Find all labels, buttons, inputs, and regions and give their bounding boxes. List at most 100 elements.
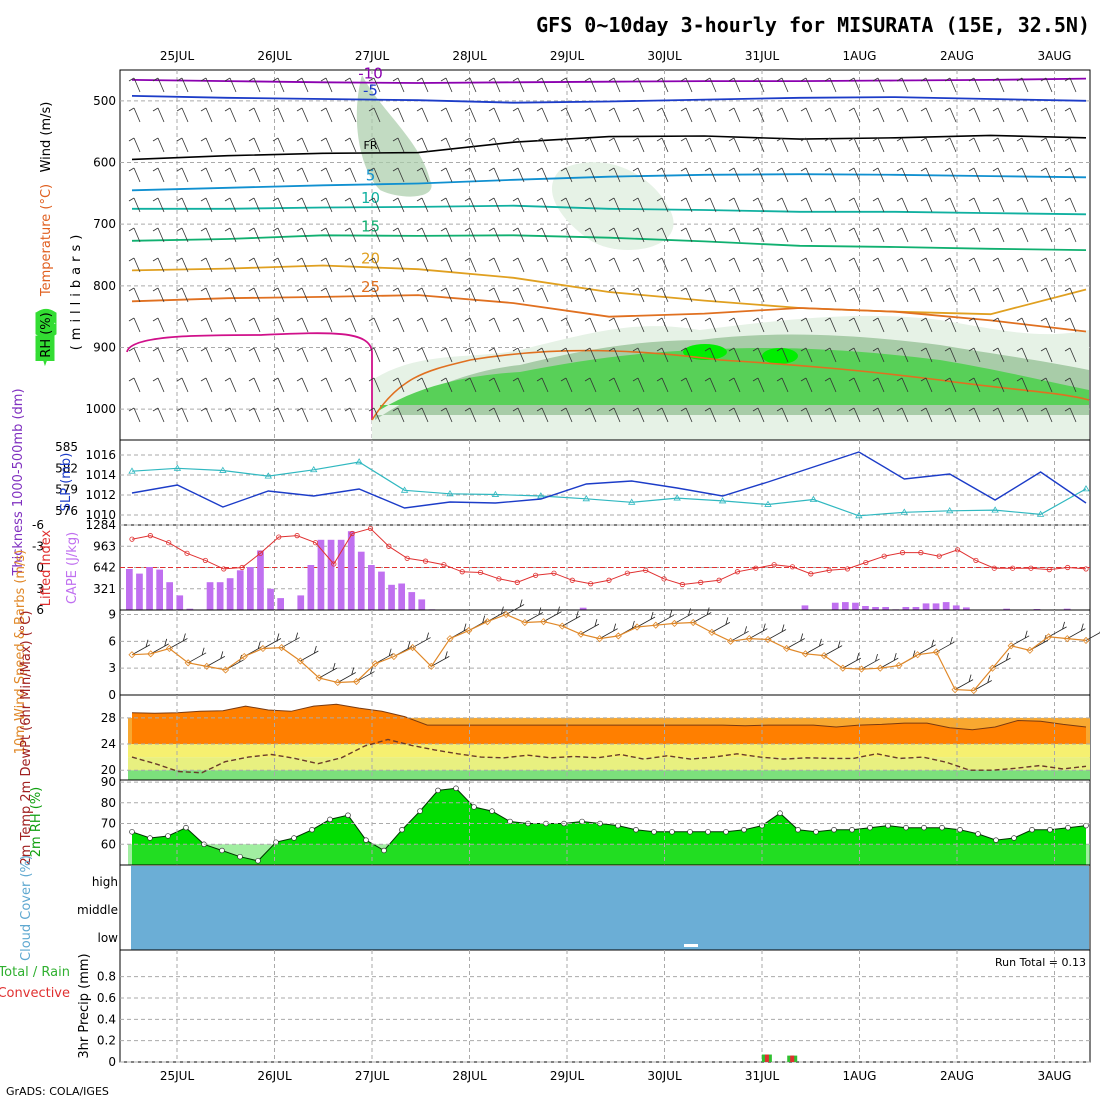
wind-speed-marker: [876, 664, 884, 672]
wind-barb: [920, 77, 933, 93]
cape-bar: [932, 603, 940, 610]
lifted-index-marker: [826, 567, 832, 573]
wind-barb: [512, 287, 525, 303]
wind-barb: [464, 197, 477, 213]
wind-barb: [176, 377, 189, 393]
isotherm-10: [132, 204, 1087, 216]
wind-barb: [536, 137, 549, 153]
date-label-bottom: 26JUL: [257, 1069, 292, 1083]
wind-barb: [752, 197, 765, 213]
wind-barb: [776, 227, 789, 243]
wind-frame: [119, 609, 1091, 696]
wind-barb: [536, 347, 549, 363]
wind-barb: [848, 197, 861, 213]
wind-barb: [344, 347, 357, 363]
wind-barb: [224, 107, 237, 123]
surface-wind-barb: [262, 633, 282, 649]
wind-barb: [1064, 227, 1077, 243]
wind-barb: [152, 197, 165, 213]
isotherm-25-lower: [371, 349, 1090, 421]
isotherm-15: [131, 234, 1087, 251]
wind-barb: [296, 77, 309, 93]
wind-speed-marker: [820, 652, 828, 660]
wind-barb: [320, 167, 333, 183]
date-label-top: 30JUL: [647, 49, 682, 63]
lifted-index-line: [129, 525, 1089, 588]
wind-barb: [296, 167, 309, 183]
wind-barb: [752, 377, 765, 393]
surface-wind-barb: [880, 653, 899, 669]
wind-barb: [968, 197, 981, 213]
temp2m-grid: [120, 695, 1090, 780]
wind-speed-marker: [483, 618, 491, 626]
date-label-bottom: 1AUG: [843, 1069, 877, 1083]
wind-barb: [416, 287, 429, 303]
lifted-index-marker: [991, 565, 997, 571]
rh2m-marker: [381, 847, 387, 854]
surface-wind-barb: [711, 617, 731, 633]
temp2m-bands: [128, 703, 1090, 780]
wind-barb: [704, 377, 717, 393]
wind-barb: [368, 227, 381, 243]
rh2m-marker: [651, 829, 657, 835]
wind-barb: [296, 137, 309, 153]
wind-speed-marker: [502, 610, 510, 619]
wind-barb: [176, 407, 189, 423]
wind-barb: [344, 77, 357, 93]
wind-barb: [512, 167, 525, 183]
ylabel-precip-convective: Convective: [0, 986, 70, 1001]
wind-barb: [248, 137, 261, 153]
wind-barb: [416, 227, 429, 243]
wind-barb: [272, 377, 285, 393]
isotherm-20: [131, 264, 1087, 316]
wind-speed-marker: [409, 644, 417, 652]
rh2m-marker: [813, 829, 819, 835]
surface-wind-barb: [730, 626, 749, 642]
wind-barb: [368, 347, 381, 363]
wind-barb: [464, 167, 477, 183]
cape-bar: [226, 578, 234, 610]
cape-bar: [922, 603, 930, 610]
wind-barb: [608, 317, 621, 333]
ylabel-temperature: Temperature (°C): [39, 184, 54, 297]
wind-barb: [560, 407, 573, 423]
wind-barb: [992, 107, 1005, 123]
rh2m-marker: [129, 829, 135, 835]
wind-barb: [992, 377, 1005, 393]
lifted-index-marker: [734, 569, 741, 575]
wind-barb: [824, 317, 837, 333]
wind-barb: [896, 107, 909, 123]
wind-barb: [1040, 407, 1053, 423]
wind-barb: [680, 137, 693, 153]
precip-bars: [761, 1054, 798, 1062]
wind-barb: [584, 167, 597, 183]
thickness-marker: [991, 506, 999, 513]
wind-barb: [1016, 317, 1029, 333]
wind-speed-marker: [932, 648, 940, 656]
wind-barb: [992, 317, 1005, 333]
wind-barb: [512, 77, 525, 93]
wind-barb: [992, 347, 1005, 363]
wind-barb: [536, 317, 549, 333]
temp-line: [131, 703, 1087, 731]
lifted-index-marker: [698, 579, 704, 585]
wind-barb: [704, 227, 717, 243]
lifted-index-marker: [569, 577, 575, 583]
wind-barb: [920, 317, 933, 333]
wind-barb: [320, 107, 333, 123]
lifted-index-marker: [166, 540, 172, 546]
wind-barb: [704, 257, 717, 273]
temp-band: [128, 770, 1090, 780]
cape-bar: [388, 584, 395, 610]
wind-barb: [704, 317, 717, 333]
wind-barb: [584, 407, 597, 423]
wind-speed-marker: [1045, 633, 1053, 641]
wind-barb: [1016, 137, 1029, 153]
li-tick: -3: [32, 539, 44, 553]
wind-barb: [896, 347, 909, 363]
wind-speed-marker: [352, 678, 361, 686]
wind-barb: [992, 77, 1005, 93]
rh2m-marker: [687, 829, 693, 835]
wind-barb: [440, 347, 453, 363]
rh2m-marker: [777, 810, 783, 816]
